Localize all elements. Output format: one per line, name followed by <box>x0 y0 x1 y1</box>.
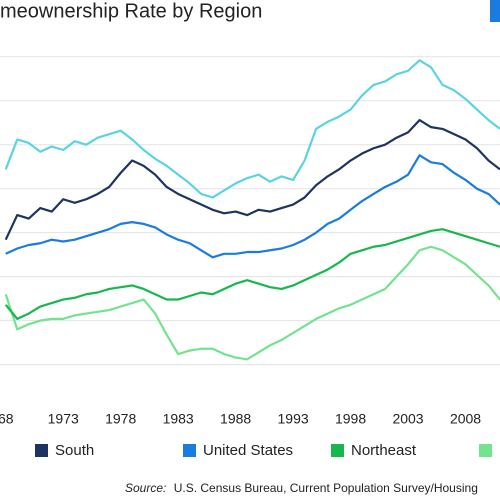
x-tick-label: 2003 <box>392 411 423 427</box>
x-tick-label: 1993 <box>278 411 309 427</box>
series-line <box>4 228 500 320</box>
legend-swatch <box>479 444 492 457</box>
legend-label: South <box>55 442 94 459</box>
x-tick-label: 1983 <box>163 411 194 427</box>
series-line <box>4 59 500 199</box>
legend-label: Northeast <box>351 442 417 459</box>
grid <box>0 56 500 366</box>
x-tick-label: 1973 <box>48 411 79 427</box>
plot-lines <box>4 59 500 361</box>
x-tick-label: 1988 <box>220 411 251 427</box>
legend: South United States Northeast <box>35 442 492 459</box>
logo <box>490 0 500 22</box>
x-axis: 68 1973 1978 1983 1988 1993 1998 2003 2008 <box>0 411 481 427</box>
legend-label: United States <box>203 442 293 459</box>
series-line <box>5 154 500 259</box>
x-tick-label: 2008 <box>450 411 481 427</box>
x-tick-label: 1998 <box>335 411 366 427</box>
x-tick-label: 68 <box>0 411 14 427</box>
source: Source: U.S. Census Bureau, Current Popu… <box>125 481 478 495</box>
legend-swatch <box>331 444 344 457</box>
series-line <box>4 119 500 241</box>
legend-swatch <box>35 444 48 457</box>
series-line <box>4 245 500 361</box>
chart-title: meownership Rate by Region <box>0 0 262 22</box>
source-text: U.S. Census Bureau, Current Population S… <box>174 481 478 495</box>
x-tick-label: 1978 <box>105 411 136 427</box>
source-label: Source: <box>125 481 166 495</box>
legend-swatch <box>183 444 196 457</box>
